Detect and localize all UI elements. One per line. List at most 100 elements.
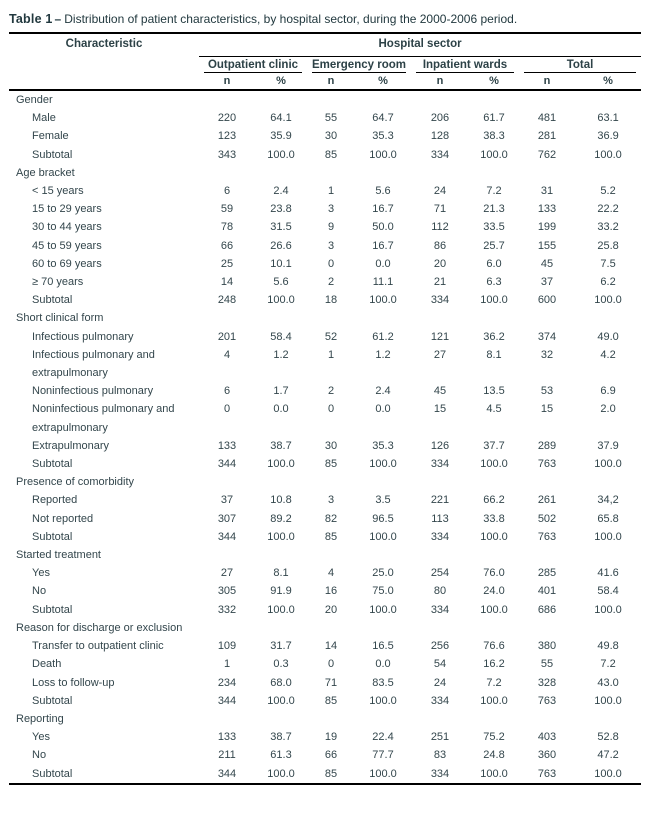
value-text: 33.2	[597, 221, 619, 234]
value-cell: 334	[411, 455, 469, 473]
value-text: 49.8	[597, 640, 619, 653]
value-cell: 8.1	[469, 346, 519, 382]
table-row: No 305 91.9 16 75.0 80 24.0 401 58.4	[9, 582, 641, 600]
value-cell: 5.2	[575, 182, 641, 200]
row-label-line: Subtotal	[32, 458, 73, 471]
value-cell: 76.6	[469, 637, 519, 655]
table-row: Yes 133 38.7 19 22.4 251 75.2 403 52.8	[9, 728, 641, 746]
value-cell: 7.2	[469, 182, 519, 200]
value-text: 1.2	[273, 348, 289, 361]
value-cell: 6	[199, 182, 255, 200]
value-text: 128	[430, 130, 450, 143]
value-cell: 37	[199, 491, 255, 509]
value-text: 305	[217, 585, 237, 598]
value-text: 37	[540, 276, 554, 289]
value-cell: 22.2	[575, 200, 641, 218]
section-label-text: Reporting	[16, 712, 64, 725]
value-text: 20	[433, 257, 447, 270]
value-text: 2	[327, 385, 335, 398]
value-cell: 344	[199, 765, 255, 784]
value-text: 49.0	[597, 330, 619, 343]
value-cell: 13.5	[469, 382, 519, 400]
value-cell: 71	[307, 674, 355, 692]
table-row: Infectious pulmonary and extrapulmonary 4 1…	[9, 346, 641, 382]
value-cell: 61.3	[255, 746, 307, 764]
value-text: 8.1	[273, 567, 289, 580]
value-text: 55	[324, 112, 338, 125]
row-label-line: < 15 years	[32, 185, 84, 198]
value-text: 763	[537, 530, 557, 543]
value-text: 0	[327, 658, 335, 671]
value-cell: 14	[307, 637, 355, 655]
value-text: 5.2	[600, 185, 616, 198]
value-text: 7.2	[486, 676, 502, 689]
value-text: 30	[324, 130, 338, 143]
value-cell: 19	[307, 728, 355, 746]
value-text: 61.7	[483, 112, 505, 125]
value-text: 32	[540, 348, 554, 361]
value-text: 100.0	[267, 530, 295, 543]
value-text: 54	[433, 658, 447, 671]
value-text: 1	[327, 185, 335, 198]
value-cell: 100.0	[355, 455, 411, 473]
row-label: Subtotal	[9, 528, 199, 546]
value-cell: 78	[199, 218, 255, 236]
value-cell: 83	[411, 746, 469, 764]
value-cell: 75.2	[469, 728, 519, 746]
value-text: 6.9	[600, 385, 616, 398]
column-header-total: Total	[519, 56, 641, 74]
table-row: Subtotal 343 100.0 85 100.0 334 100.0 762 100.0	[9, 146, 641, 164]
patient-characteristics-table: Characteristic Hospital sector Outpatien…	[9, 32, 642, 785]
section-header-row: Started treatment	[9, 546, 641, 564]
table-row: Subtotal 344 100.0 85 100.0 334 100.0 763 100.0	[9, 765, 641, 784]
row-label-line: Subtotal	[32, 530, 73, 543]
value-cell: 2.0	[575, 400, 641, 436]
value-text: 82	[324, 512, 338, 525]
value-text: 100.0	[480, 458, 508, 471]
value-cell: 91.9	[255, 582, 307, 600]
value-text: 2.0	[600, 403, 616, 416]
value-text: 20	[324, 603, 338, 616]
section-label-text: Gender	[16, 94, 53, 106]
row-label-line: Not reported	[32, 512, 94, 525]
value-cell: 38.7	[255, 728, 307, 746]
value-text: 85	[324, 767, 338, 780]
value-text: 0.0	[273, 403, 289, 416]
value-cell: 4.2	[575, 346, 641, 382]
row-label-line: Infectious pulmonary	[32, 330, 134, 343]
value-text: 45	[433, 385, 447, 398]
row-label: 30 to 44 years	[9, 218, 199, 236]
value-text: 64.7	[372, 112, 394, 125]
value-text: 100.0	[480, 603, 508, 616]
value-text: 25.7	[483, 239, 505, 252]
row-label: Loss to follow-up	[9, 674, 199, 692]
row-label-line: Infectious pulmonary and	[32, 348, 155, 361]
header-row-subcolumns: n % n % n % n %	[9, 74, 642, 90]
value-cell: 380	[519, 637, 575, 655]
value-cell: 24.0	[469, 582, 519, 600]
value-cell: 100.0	[575, 528, 641, 546]
value-cell: 0	[307, 400, 355, 436]
value-cell: 53	[519, 382, 575, 400]
table-row: Death 1 0.3 0 0.0 54 16.2 55 7.2	[9, 655, 641, 673]
value-text: 85	[324, 148, 338, 161]
value-cell: 0.0	[255, 400, 307, 436]
value-cell: 600	[519, 291, 575, 309]
row-label: Transfer to outpatient clinic	[9, 637, 199, 655]
value-text: 26.6	[270, 239, 292, 252]
row-label: Noninfectious pulmonary	[9, 382, 199, 400]
value-cell: 481	[519, 109, 575, 127]
value-cell: 289	[519, 437, 575, 455]
row-label-line: ≥ 70 years	[32, 276, 84, 289]
value-text: 30	[324, 439, 338, 452]
value-text: 0.0	[375, 658, 391, 671]
value-text: 1	[223, 658, 231, 671]
value-cell: 334	[411, 692, 469, 710]
value-text: 52	[324, 330, 338, 343]
value-text: 344	[217, 694, 237, 707]
value-cell: 100.0	[469, 765, 519, 784]
value-cell: 50.0	[355, 218, 411, 236]
value-text: 2	[327, 276, 335, 289]
value-text: 334	[430, 458, 450, 471]
value-cell: 9	[307, 218, 355, 236]
